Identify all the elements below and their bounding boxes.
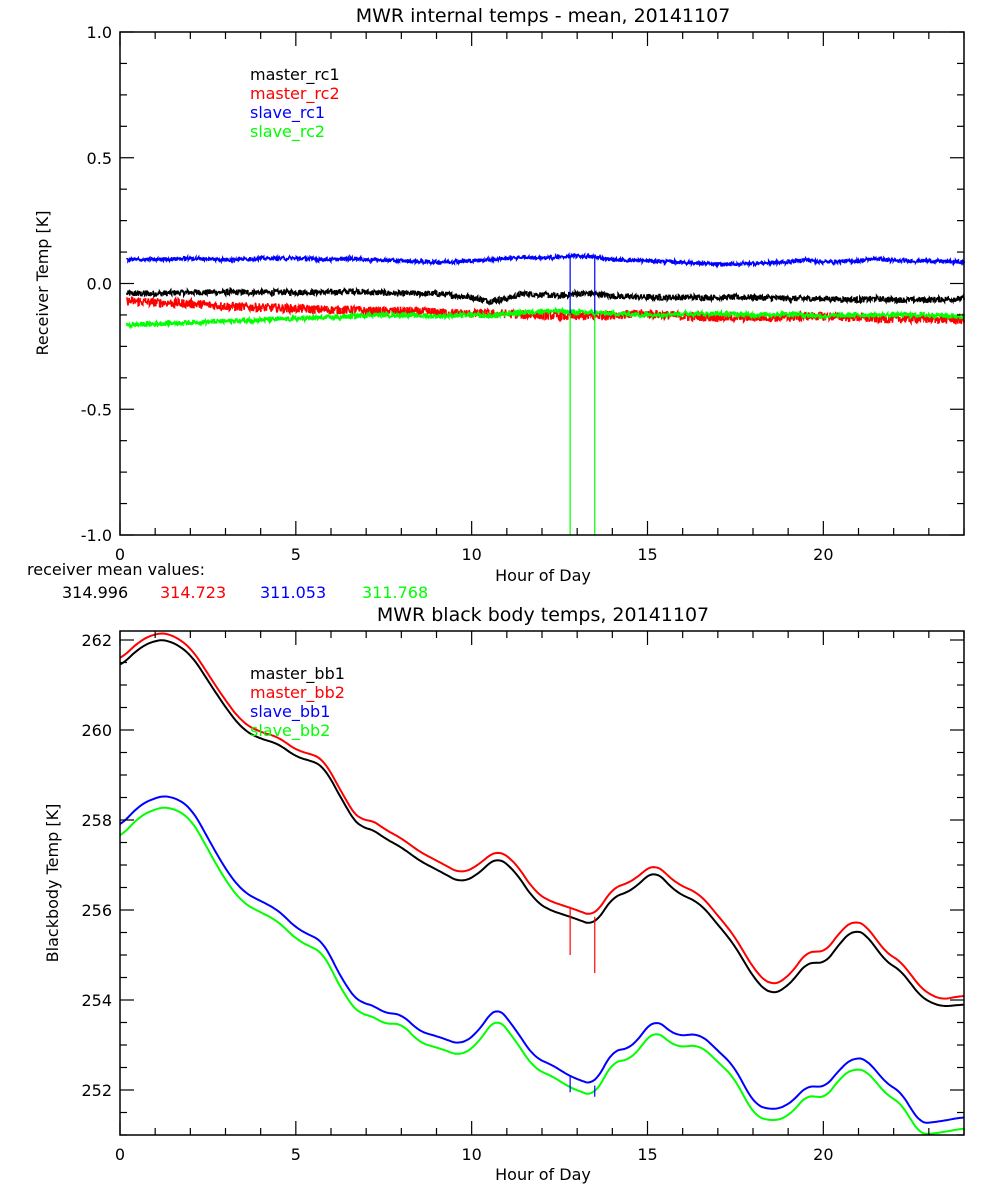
x-tick-label: 20	[813, 1145, 833, 1164]
y-tick-label: 254	[81, 991, 112, 1010]
x-tick-label: 20	[813, 545, 833, 564]
legend-entry: master_bb2	[250, 683, 345, 703]
y-axis-label: Receiver Temp [K]	[33, 210, 52, 355]
legend-entry: master_bb1	[250, 664, 345, 684]
x-tick-label: 0	[115, 545, 125, 564]
spike-group	[569, 255, 596, 535]
y-tick-label: -1.0	[81, 526, 112, 545]
series-line-slave_rc2	[126, 306, 965, 330]
receiver-temps-chart: MWR internal temps - mean, 20141107 0 5 10…	[27, 5, 965, 602]
legend: master_rc1 master_rc2 slave_rc1 slave_rc…	[250, 65, 340, 142]
series-group	[126, 251, 965, 330]
x-tick-label: 5	[291, 1145, 301, 1164]
series-line-master_bb1	[119, 639, 965, 1007]
tick-group: 0 5 10 15 20 252 254 256 258 260 262	[81, 631, 965, 1164]
y-tick-label: 0.0	[87, 275, 112, 294]
x-axis-label: Hour of Day	[495, 1165, 591, 1184]
y-tick-label: 260	[81, 721, 112, 740]
y-tick-label: 252	[81, 1081, 112, 1100]
legend-entry: slave_bb2	[250, 721, 330, 741]
spike-group	[569, 907, 596, 1097]
y-tick-label: 0.5	[87, 149, 112, 168]
x-axis-label: Hour of Day	[495, 566, 591, 585]
y-tick-label: -0.5	[81, 400, 112, 419]
annotation-label: receiver mean values:	[27, 560, 205, 579]
series-line-master_rc1	[126, 286, 965, 306]
y-tick-label: 1.0	[87, 23, 112, 42]
y-axis-label: Blackbody Temp [K]	[43, 804, 62, 963]
blackbody-temps-chart: MWR black body temps, 20141107 0 5 10 15 20 2…	[43, 604, 965, 1184]
annotation-value: 311.768	[362, 583, 428, 602]
legend: master_bb1 master_bb2 slave_bb1 slave_bb…	[250, 664, 345, 741]
x-tick-label: 15	[637, 1145, 657, 1164]
x-tick-label: 5	[291, 545, 301, 564]
y-tick-label: 262	[81, 631, 112, 650]
series-line-slave_bb1	[119, 795, 965, 1124]
x-tick-label: 15	[637, 545, 657, 564]
series-line-master_rc2	[126, 295, 965, 326]
series-group	[119, 632, 965, 1135]
annotation-value: 314.996	[62, 583, 128, 602]
series-line-slave_bb2	[119, 806, 965, 1135]
plot-frame	[119, 31, 965, 536]
x-tick-label: 10	[461, 545, 481, 564]
chart-title: MWR black body temps, 20141107	[377, 604, 709, 626]
x-tick-label: 10	[461, 1145, 481, 1164]
legend-entry: master_rc1	[250, 65, 340, 85]
annotation-value: 311.053	[260, 583, 326, 602]
chart-title: MWR internal temps - mean, 20141107	[356, 5, 731, 27]
legend-entry: slave_bb1	[250, 702, 330, 722]
legend-entry: master_rc2	[250, 84, 340, 104]
series-line-slave_rc1	[126, 251, 965, 269]
plot-frame	[119, 630, 965, 1136]
series-line-master_bb2	[119, 632, 965, 1000]
y-tick-label: 256	[81, 901, 112, 920]
annotation-value: 314.723	[160, 583, 226, 602]
tick-group: 0 5 10 15 20 -1.0 -0.5 0.0 0.5 1.0	[81, 23, 965, 564]
y-tick-label: 258	[81, 811, 112, 830]
legend-entry: slave_rc1	[250, 103, 325, 123]
legend-entry: slave_rc2	[250, 122, 325, 142]
x-tick-label: 0	[115, 1145, 125, 1164]
